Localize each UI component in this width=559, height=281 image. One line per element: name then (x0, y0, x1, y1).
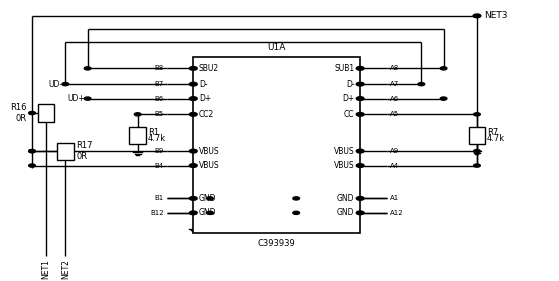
Circle shape (190, 164, 197, 167)
Circle shape (29, 164, 35, 167)
Text: U1A: U1A (268, 43, 286, 52)
Circle shape (190, 67, 197, 70)
Text: B8: B8 (154, 65, 164, 71)
Text: 0R: 0R (15, 114, 26, 123)
Circle shape (473, 149, 480, 153)
Circle shape (134, 113, 141, 116)
Text: SUB1: SUB1 (334, 64, 354, 73)
Text: B9: B9 (154, 148, 164, 154)
Text: D-: D- (199, 80, 207, 89)
Circle shape (293, 211, 300, 214)
Bar (129, 127, 146, 144)
Text: A4: A4 (390, 163, 399, 169)
Text: UD+: UD+ (67, 94, 85, 103)
Text: 4.7k: 4.7k (148, 134, 166, 143)
Circle shape (473, 164, 480, 167)
Circle shape (356, 67, 364, 70)
Circle shape (356, 149, 364, 153)
Circle shape (207, 197, 214, 200)
Circle shape (84, 97, 91, 100)
Text: 0R: 0R (77, 152, 88, 161)
Text: A7: A7 (390, 81, 399, 87)
Text: CC2: CC2 (199, 110, 214, 119)
Text: B1: B1 (154, 195, 164, 201)
Text: A1: A1 (390, 195, 399, 201)
Text: D-: D- (346, 80, 354, 89)
Circle shape (356, 97, 364, 100)
Text: B12: B12 (150, 210, 164, 216)
Circle shape (440, 67, 447, 70)
Text: A9: A9 (390, 148, 399, 154)
Circle shape (84, 67, 91, 70)
Circle shape (356, 164, 364, 167)
Text: CC: CC (344, 110, 354, 119)
Text: A12: A12 (390, 210, 403, 216)
Text: C393939: C393939 (258, 239, 296, 248)
Bar (468, 127, 485, 144)
Text: 4.7k: 4.7k (487, 134, 505, 143)
Text: GND: GND (337, 194, 354, 203)
Bar (193, 56, 360, 233)
Text: A6: A6 (390, 96, 399, 101)
Circle shape (62, 83, 69, 86)
Circle shape (207, 211, 214, 214)
Circle shape (356, 211, 364, 215)
Text: A8: A8 (390, 65, 399, 71)
Text: NET3: NET3 (484, 11, 507, 20)
Circle shape (356, 196, 364, 200)
Text: SBU2: SBU2 (199, 64, 219, 73)
Circle shape (440, 97, 447, 100)
Text: R1: R1 (148, 128, 159, 137)
Text: UD-: UD- (49, 80, 63, 89)
Text: VBUS: VBUS (199, 147, 220, 156)
Text: NET1: NET1 (41, 259, 50, 279)
Text: A5: A5 (390, 111, 399, 117)
Circle shape (190, 196, 197, 200)
Text: D+: D+ (199, 94, 211, 103)
Circle shape (293, 197, 300, 200)
Circle shape (190, 211, 197, 215)
Circle shape (190, 82, 197, 86)
Circle shape (190, 112, 197, 116)
Circle shape (29, 149, 35, 153)
Text: GND: GND (199, 194, 216, 203)
Text: R17: R17 (77, 141, 93, 150)
Circle shape (29, 149, 35, 153)
Circle shape (190, 149, 197, 153)
Circle shape (356, 82, 364, 86)
Text: GND: GND (199, 208, 216, 217)
Circle shape (473, 14, 481, 18)
Bar (37, 105, 54, 122)
Circle shape (356, 112, 364, 116)
Circle shape (29, 112, 35, 115)
Text: R16: R16 (10, 103, 26, 112)
Circle shape (418, 83, 425, 86)
Text: VBUS: VBUS (334, 147, 354, 156)
Text: B6: B6 (154, 96, 164, 101)
Text: D+: D+ (342, 94, 354, 103)
Circle shape (190, 97, 197, 100)
Bar (57, 142, 74, 160)
Text: B4: B4 (155, 163, 164, 169)
Text: NET2: NET2 (61, 259, 70, 279)
Circle shape (473, 113, 480, 116)
Text: VBUS: VBUS (334, 161, 354, 170)
Text: R7: R7 (487, 128, 498, 137)
Text: B5: B5 (155, 111, 164, 117)
Text: B7: B7 (154, 81, 164, 87)
Text: GND: GND (337, 208, 354, 217)
Text: VBUS: VBUS (199, 161, 220, 170)
